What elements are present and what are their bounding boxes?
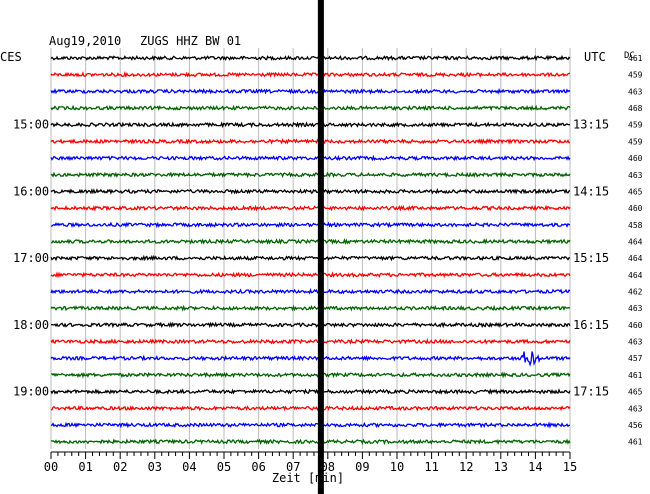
trace-line — [50, 371, 571, 379]
x-tick-label: 12 — [459, 460, 473, 474]
trace-line — [50, 204, 571, 212]
trace-line — [50, 54, 571, 62]
left-time-label: 19:00 — [13, 385, 49, 399]
dc-value-label: 463 — [628, 338, 643, 347]
trace-line — [50, 351, 571, 367]
dc-value-label: 461 — [628, 438, 643, 447]
trace-line — [50, 404, 571, 412]
dc-value-label: 463 — [628, 304, 643, 313]
labels: 461 459 463 468 459 459 460 463 465 460 458 464 464 4… — [0, 34, 643, 447]
dc-value-label: 458 — [628, 221, 643, 230]
dc-value-label: 460 — [628, 321, 643, 330]
time-axis: 00 01 02 03 04 05 06 07 08 09 10 11 12 13 14 15 Zeit [mi… — [44, 451, 577, 485]
trace-line — [50, 104, 571, 112]
x-tick-label: 15 — [563, 460, 577, 474]
right-time-label: 13:15 — [573, 118, 609, 132]
dc-value-label: 464 — [628, 254, 643, 263]
x-tick-label: 07 — [286, 460, 300, 474]
dc-value-label: 459 — [628, 121, 643, 130]
x-tick-label: 02 — [113, 460, 127, 474]
dc-value-label: 459 — [628, 71, 643, 80]
trace-line — [51, 221, 571, 229]
trace-line — [50, 254, 571, 262]
x-tick-label: 05 — [217, 460, 231, 474]
dc-value-label: 461 — [628, 371, 643, 380]
trace-line — [50, 87, 571, 95]
marker — [317, 0, 324, 494]
trace-line — [50, 421, 571, 429]
trace-line — [50, 304, 571, 312]
dc-value-label: 461 — [628, 54, 643, 63]
trace-line — [50, 287, 571, 295]
trace-line — [50, 388, 571, 395]
dc-value-label: 457 — [628, 354, 643, 363]
x-tick-label: 01 — [78, 460, 92, 474]
dc-value-label: 460 — [628, 204, 643, 213]
dc-value-label: 464 — [628, 271, 643, 280]
x-tick-label: 03 — [148, 460, 162, 474]
trace-line — [50, 238, 571, 245]
trace-line — [50, 171, 571, 179]
trace-line — [50, 121, 571, 129]
left-timezone-label: CES — [0, 50, 22, 64]
dc-value-label: 456 — [628, 421, 643, 430]
right-timezone-label: UTC — [584, 50, 606, 64]
header-station: ZUGS HHZ BW 01 — [140, 34, 241, 48]
x-tick-label: 13 — [494, 460, 508, 474]
trace-line — [50, 321, 571, 329]
header-date: Aug19,2010 — [49, 34, 121, 48]
x-tick-label: 14 — [528, 460, 542, 474]
dc-value-label: 460 — [628, 154, 643, 163]
grid — [50, 48, 571, 449]
trace-line — [50, 438, 571, 446]
right-time-label: 16:15 — [573, 318, 609, 332]
dc-value-label: 462 — [628, 288, 643, 297]
trace-line — [50, 187, 571, 195]
dc-value-label: 463 — [628, 87, 643, 96]
left-time-label: 18:00 — [13, 318, 49, 332]
dc-value-label: 463 — [628, 404, 643, 413]
x-axis-title: Zeit [min] — [272, 471, 344, 485]
left-time-label: 17:00 — [13, 251, 49, 265]
trace-line — [50, 138, 571, 145]
trace-line — [50, 338, 571, 345]
dc-value-label: 465 — [628, 187, 643, 196]
x-tick-label: 10 — [390, 460, 404, 474]
trace-line — [50, 271, 571, 279]
right-time-label: 14:15 — [573, 184, 609, 198]
x-tick-label: 04 — [182, 460, 196, 474]
x-tick-label: 11 — [424, 460, 438, 474]
dc-value-label: 463 — [628, 171, 643, 180]
right-time-label: 15:15 — [573, 251, 609, 265]
x-tick-label: 00 — [44, 460, 58, 474]
trace-line — [50, 71, 570, 79]
right-time-label: 17:15 — [573, 385, 609, 399]
dc-value-label: 459 — [628, 137, 643, 146]
x-tick-label: 09 — [355, 460, 369, 474]
dc-value-label: 464 — [628, 237, 643, 246]
trace-line — [50, 154, 571, 162]
dc-value-label: 468 — [628, 104, 643, 113]
x-tick-label: 06 — [251, 460, 265, 474]
dc-value-label: 465 — [628, 388, 643, 397]
left-time-label: 15:00 — [13, 118, 49, 132]
dc-header-label: DC — [624, 51, 635, 61]
left-time-label: 16:00 — [13, 184, 49, 198]
traces — [50, 54, 571, 446]
time-marker-line — [317, 0, 324, 494]
x-tick-label: 08 — [321, 460, 335, 474]
